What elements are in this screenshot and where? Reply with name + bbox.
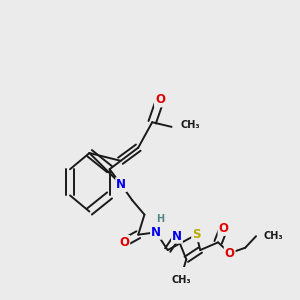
Text: H: H bbox=[156, 214, 164, 224]
Text: O: O bbox=[119, 236, 129, 249]
Text: CH₃: CH₃ bbox=[264, 231, 284, 241]
Text: N: N bbox=[172, 230, 182, 243]
Text: N: N bbox=[116, 178, 126, 191]
Text: CH₃: CH₃ bbox=[181, 120, 200, 130]
Text: O: O bbox=[225, 247, 235, 260]
Text: N: N bbox=[151, 226, 161, 239]
Text: S: S bbox=[192, 228, 201, 241]
Text: O: O bbox=[218, 222, 229, 235]
Text: CH₃: CH₃ bbox=[171, 275, 191, 286]
Text: O: O bbox=[155, 93, 165, 106]
